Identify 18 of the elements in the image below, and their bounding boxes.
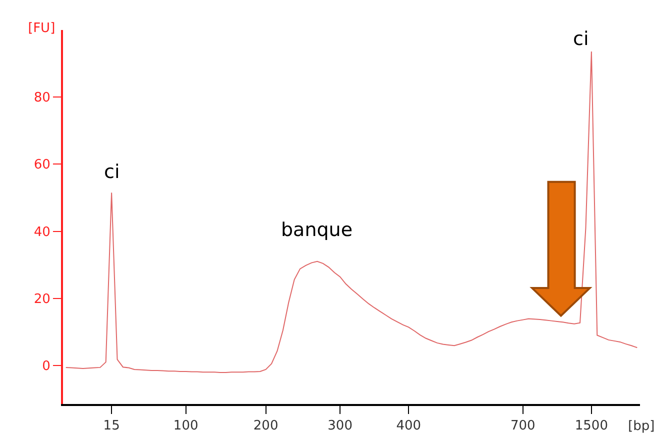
y-axis-title: [FU] <box>28 21 56 36</box>
y-tick-label: 60 <box>34 158 50 173</box>
x-tick-label: 1500 <box>574 418 608 434</box>
y-tick-label: 80 <box>34 90 50 106</box>
x-tick-label: 100 <box>173 418 198 434</box>
y-tick-label: 20 <box>34 292 50 307</box>
x-tick-label: 700 <box>510 418 536 434</box>
x-tick-label: 300 <box>328 418 352 434</box>
annotation: banque <box>281 219 353 241</box>
line-series <box>65 50 638 373</box>
y-tick-label: 40 <box>34 224 50 240</box>
x-tick-label: 400 <box>396 418 422 434</box>
x-tick-label: 200 <box>253 418 278 434</box>
annotation: ci <box>104 161 120 183</box>
annotation: ci <box>573 28 589 50</box>
x-tick-label: 15 <box>103 418 120 434</box>
y-tick-label: 0 <box>42 358 50 374</box>
x-axis-title: [bp] <box>628 419 655 434</box>
